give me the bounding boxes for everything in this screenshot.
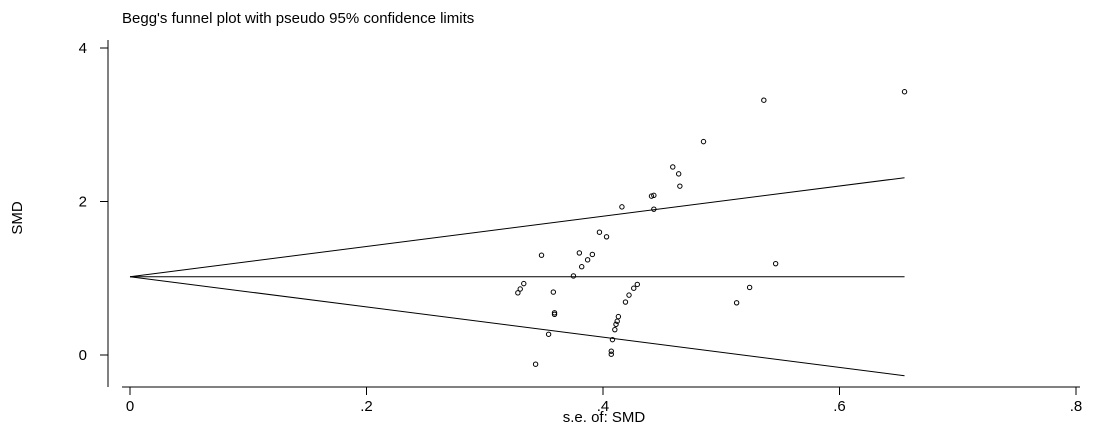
y-tick-label: 2: [79, 194, 87, 211]
y-tick-label: 4: [79, 40, 87, 57]
data-point: [570, 273, 577, 279]
data-point: [700, 138, 707, 145]
data-point: [579, 264, 585, 270]
x-tick-label: .6: [833, 398, 846, 415]
y-tick-label: 0: [79, 347, 87, 364]
data-point: [631, 285, 637, 291]
study-points: [515, 89, 908, 367]
data-point: [634, 281, 640, 288]
chart-title: Begg's funnel plot with pseudo 95% confi…: [122, 10, 474, 27]
data-point: [538, 252, 545, 258]
data-point: [576, 250, 583, 256]
data-point: [619, 204, 625, 210]
data-point: [746, 284, 753, 291]
data-point: [613, 321, 619, 327]
data-point: [733, 300, 740, 306]
x-tick-label: 0: [126, 398, 134, 415]
data-point: [626, 292, 632, 298]
y-axis-ticks: 0 2 4: [79, 40, 108, 364]
x-tick-label: .4: [597, 398, 610, 415]
data-point: [677, 183, 683, 189]
data-point: [761, 97, 767, 103]
data-point: [517, 286, 523, 292]
data-point: [603, 234, 610, 240]
data-point: [622, 299, 629, 305]
data-point: [532, 361, 539, 367]
x-tick-label: .8: [1070, 398, 1083, 415]
data-point: [608, 351, 614, 357]
data-point: [596, 229, 603, 235]
data-point: [551, 311, 558, 318]
data-point: [651, 206, 657, 212]
upper-confidence-limit-line: [129, 177, 905, 278]
x-tick-label: .2: [360, 398, 373, 415]
data-point: [615, 313, 622, 320]
data-point: [648, 193, 655, 199]
x-axis-label: s.e. of: SMD: [563, 409, 646, 425]
data-point: [584, 257, 591, 263]
x-axis-ticks: 0 .2 .4 .6 .8: [126, 387, 1082, 415]
data-point: [651, 192, 657, 199]
data-point: [521, 280, 527, 287]
data-point: [589, 251, 596, 258]
data-point: [614, 318, 620, 324]
data-point: [772, 260, 779, 267]
data-point: [670, 164, 676, 170]
data-point: [901, 89, 908, 95]
data-point: [515, 290, 521, 296]
data-point: [675, 171, 682, 177]
data-point: [550, 289, 557, 295]
data-point: [612, 326, 618, 333]
data-point: [608, 348, 614, 354]
data-point: [609, 336, 616, 343]
y-axis-label: SMD: [9, 201, 26, 235]
data-point: [545, 331, 552, 337]
lower-confidence-limit-line: [129, 276, 905, 377]
